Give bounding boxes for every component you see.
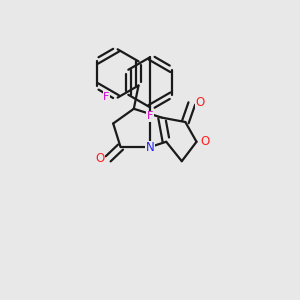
Text: O: O [95,152,105,165]
Text: O: O [201,135,210,148]
Text: O: O [195,96,205,109]
Text: F: F [103,92,110,102]
Text: F: F [147,111,153,121]
Text: N: N [146,141,154,154]
